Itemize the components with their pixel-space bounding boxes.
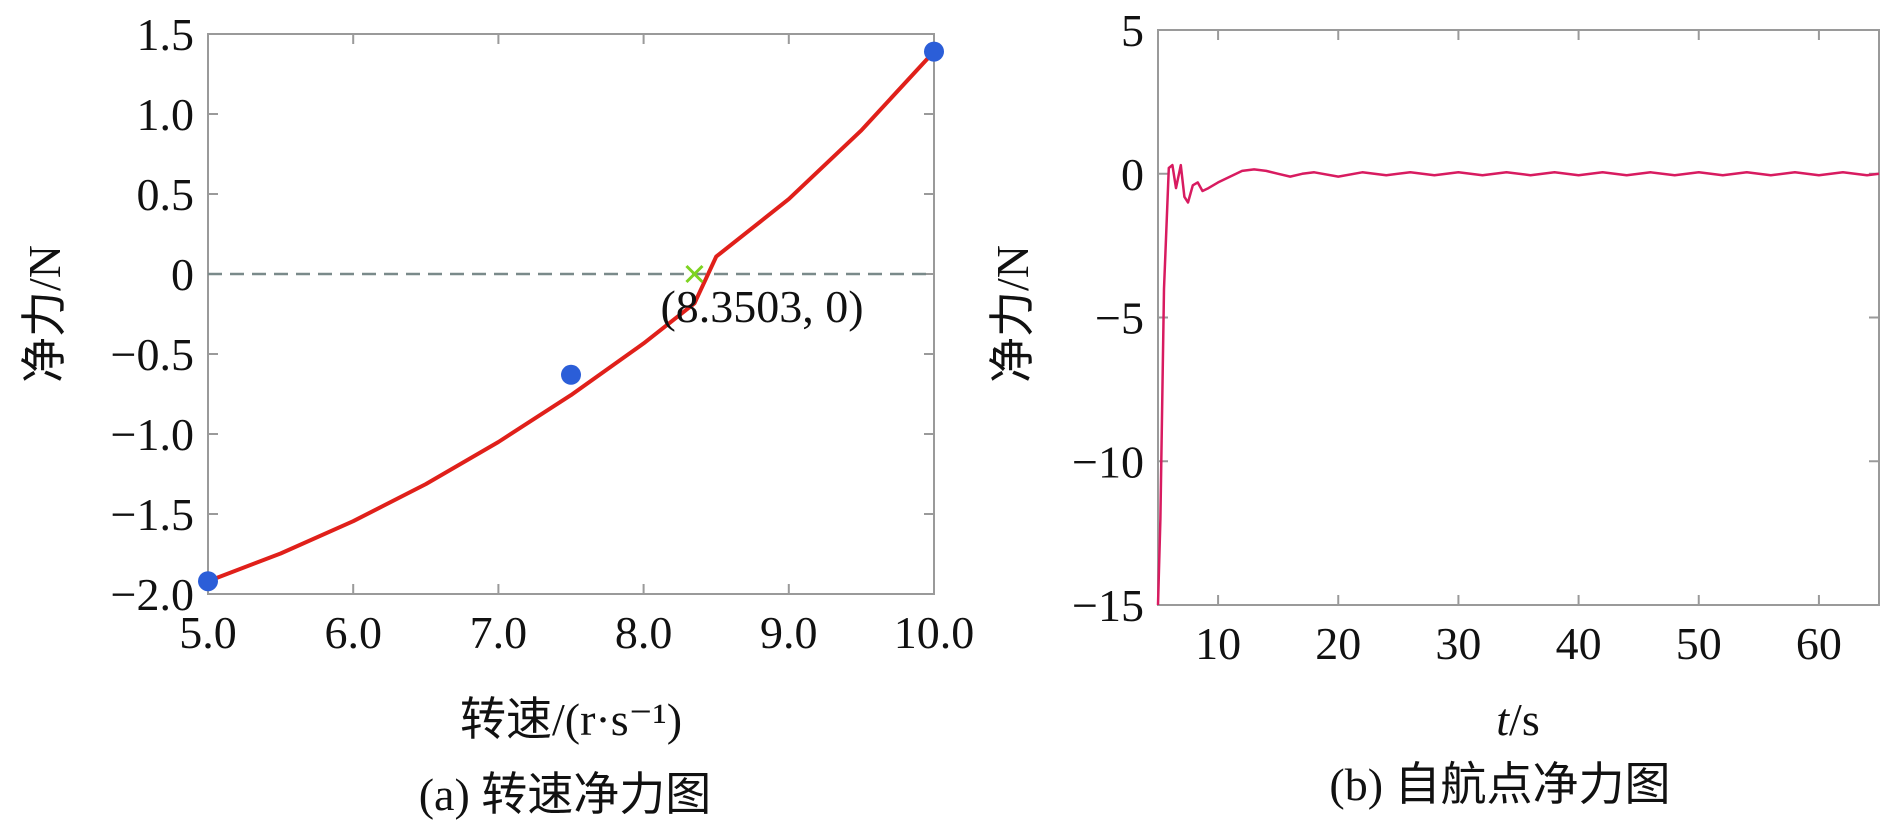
chart-a-y-tick-label: 0.5 [137,169,195,220]
chart-a-x-tick-label: 5.0 [179,607,237,658]
chart-a-data-point [924,41,944,62]
chart-a-y-tick-label: −2.0 [111,569,194,620]
chart-a-data-point [198,571,218,592]
chart-a-root-annotation: (8.3503, 0) [660,281,863,332]
chart-b-plot-frame [1157,29,1880,606]
chart-b-x-tick-label: 40 [1556,618,1602,669]
chart-a-y-tick-label: −1.0 [111,409,194,460]
chart-a-x-tick-label: 7.0 [470,607,528,658]
chart-b-x-tick-label: 50 [1676,618,1722,669]
chart-b-x-tick-label: 10 [1195,618,1241,669]
chart-b-ticks [1158,29,1879,606]
chart-b-y-tick-label: −15 [1072,580,1144,631]
chart-b-y-tick-label: 0 [1121,149,1144,200]
chart-a-x-tick-labels: 5.0 6.0 7.0 8.0 9.0 10.0 [179,607,974,658]
chart-b-x-axis-title-var: t [1496,694,1510,745]
chart-a-speed-net-force: 5.0 6.0 7.0 8.0 9.0 10.0 −2.0 −1.5 −1.0 −0.5 0 0.5… [19,9,974,820]
chart-a-x-tick-label: 6.0 [324,607,382,658]
chart-b-y-tick-label: 5 [1121,5,1144,56]
chart-b-x-axis-title: t/s [1496,694,1539,745]
chart-a-series-fit [207,50,936,584]
chart-a-plot-frame [207,33,935,595]
chart-b-y-tick-label: −5 [1095,293,1144,344]
chart-b-x-tick-label: 60 [1796,618,1842,669]
chart-b-caption: (b) 自航点净力图 [1329,759,1670,810]
chart-a-caption: (a) 转速净力图 [419,769,712,820]
chart-b-x-tick-label: 30 [1435,618,1481,669]
chart-a-y-tick-labels: −2.0 −1.5 −1.0 −0.5 0 0.5 1.0 1.5 [111,9,194,620]
chart-a-y-axis-title: 净力/N [19,245,70,383]
chart-b-x-tick-label: 20 [1315,618,1361,669]
chart-b-x-tick-labels: 10 20 30 40 50 60 [1195,618,1842,669]
chart-b-y-tick-label: −10 [1072,436,1144,487]
chart-a-y-tick-label: −0.5 [111,329,194,380]
chart-b-y-tick-labels: −15 −10 −5 0 5 [1072,5,1144,631]
chart-a-ticks [207,33,935,595]
chart-a-x-tick-label: 10.0 [894,607,975,658]
chart-b-x-axis-title-unit: /s [1509,694,1540,745]
chart-a-data-point [561,364,581,385]
chart-b-y-axis-title: 净力/N [987,245,1038,383]
chart-a-y-tick-label: −1.5 [111,489,194,540]
chart-a-y-tick-label: 1.5 [137,9,195,60]
chart-b-series-layer [1156,163,1880,606]
chart-b-series-net-force [1156,163,1880,606]
chart-b-self-propulsion-net-force: 10 20 30 40 50 60 −15 −10 −5 0 5 t/s 净力/N (b) 自航点… [987,5,1880,810]
chart-a-x-tick-label: 8.0 [615,607,673,658]
chart-a-x-axis-title: 转速/(r·s⁻¹) [460,694,682,745]
chart-a-series-layer [198,41,944,592]
chart-a-root-marker-stroke-2 [685,264,704,284]
chart-a-x-tick-label: 9.0 [760,607,818,658]
chart-a-y-tick-label: 1.0 [137,89,195,140]
chart-a-y-tick-label: 0 [171,249,194,300]
